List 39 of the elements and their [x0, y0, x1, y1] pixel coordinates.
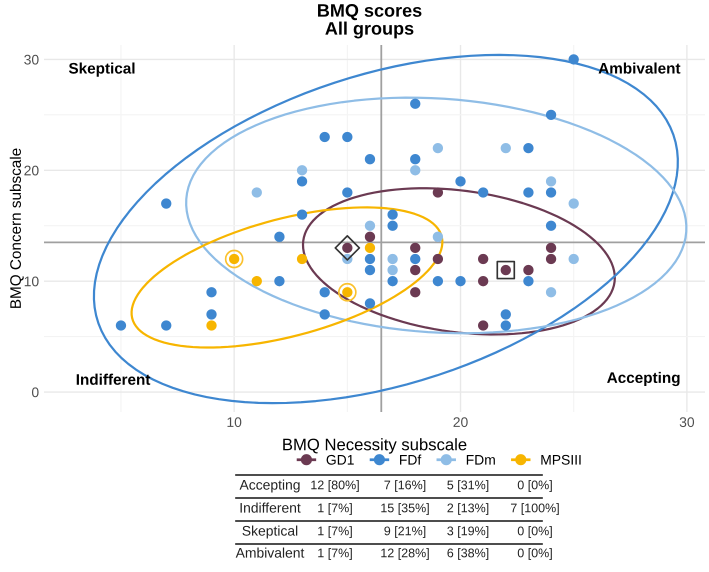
y-tick-label: 20: [24, 166, 39, 176]
x-tick-label: 30: [680, 417, 694, 428]
text: 5 [31%]: [447, 480, 488, 492]
x-axis-title: BMQ Necessity subscale: [283, 438, 466, 454]
y-tick-label: 30: [24, 54, 39, 65]
annotation: Accepting: [607, 372, 680, 386]
text: 2 [13%]: [447, 503, 488, 515]
annotation: Skeptical: [68, 62, 134, 77]
text: 12 [28%]: [381, 548, 429, 560]
y-tick-label: 0: [32, 387, 39, 398]
text: 1 [7%]: [318, 526, 352, 538]
text: 0 [0%]: [518, 526, 552, 538]
annotation: Ambivalent: [598, 62, 680, 74]
text: 15 [35%]: [381, 503, 429, 515]
legend-label: GD1: [326, 454, 354, 465]
text: Indifferent: [240, 502, 301, 513]
text: Accepting: [240, 480, 300, 492]
x-tick-label: 20: [453, 417, 468, 428]
text: 12 [80%]: [311, 480, 359, 492]
chart-title: BMQ scores: [318, 4, 422, 20]
text: 6 [38%]: [447, 548, 488, 560]
text: 1 [7%]: [318, 503, 352, 515]
x-tick-label: 10: [227, 417, 242, 428]
text: Skeptical: [242, 526, 298, 538]
chart-subtitle: All groups: [325, 22, 414, 38]
text: 1 [7%]: [318, 548, 352, 560]
text: 0 [0%]: [518, 548, 552, 560]
text: 0 [0%]: [518, 480, 552, 492]
y-tick-label: 10: [24, 276, 39, 286]
y-axis-title: BMQ Concern subscale: [10, 148, 24, 308]
legend-label: FDm: [466, 455, 495, 465]
text: 9 [21%]: [384, 526, 426, 538]
text: 3 [19%]: [447, 526, 488, 538]
annotation: Indifferent: [76, 374, 150, 385]
legend-label: FDf: [400, 454, 422, 465]
text: Ambivalent: [236, 548, 304, 558]
text: 7 [16%]: [384, 480, 426, 492]
text: 7 [100%]: [510, 503, 559, 515]
legend-label: MPSIII: [541, 454, 581, 465]
